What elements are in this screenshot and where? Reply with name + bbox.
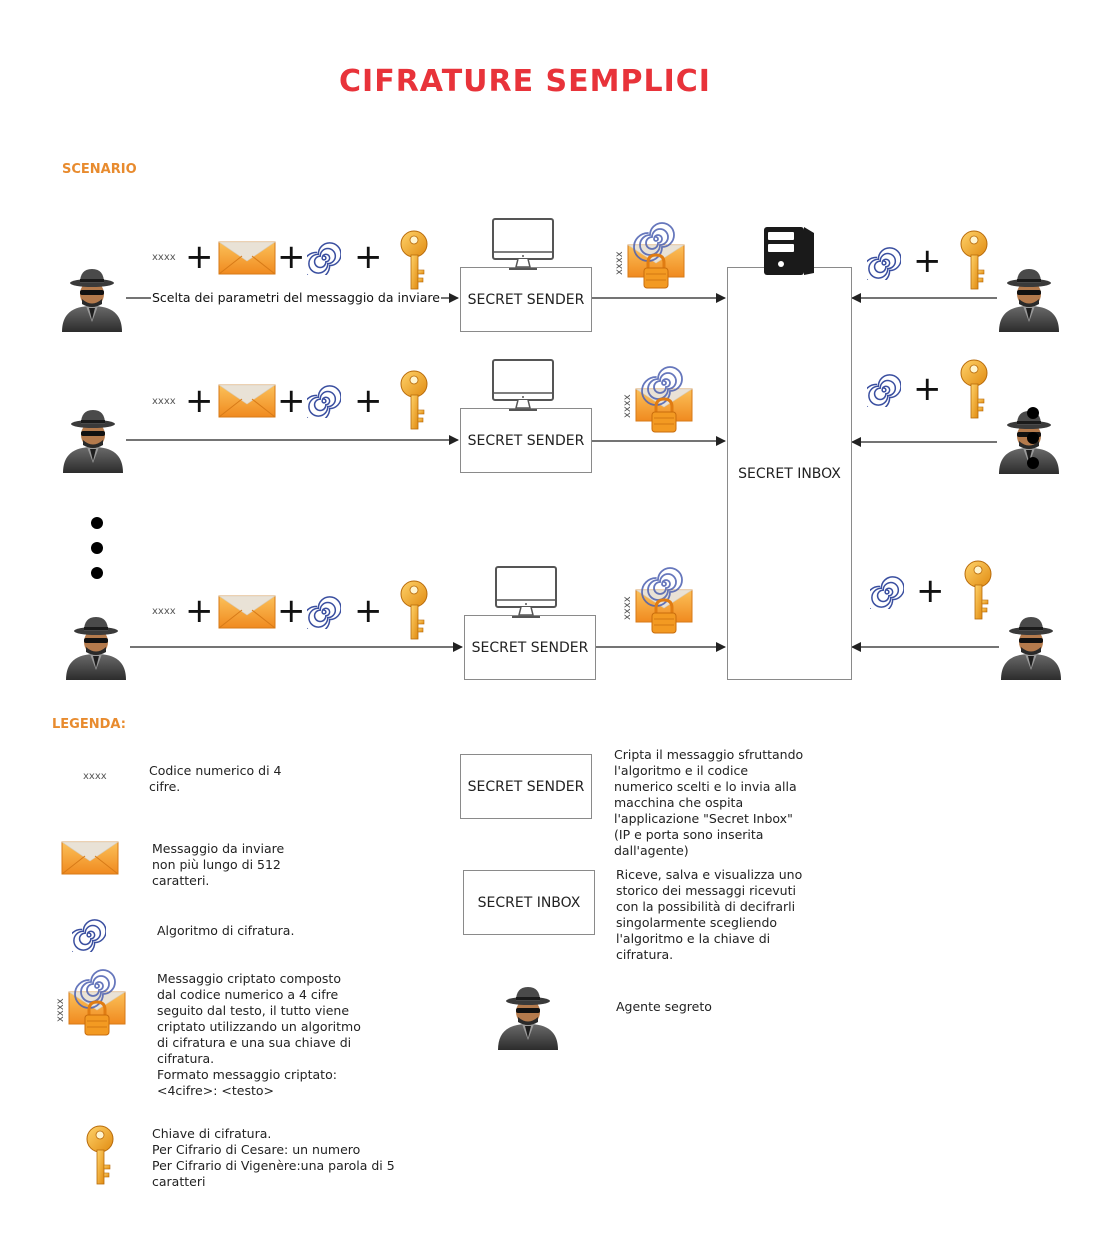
plus-sign: +	[277, 591, 306, 631]
code-label-vertical: xxxx	[622, 394, 633, 418]
secret-sender-box: SECRET SENDER	[464, 615, 596, 680]
ellipsis-dot	[91, 542, 103, 554]
plus-sign: +	[185, 381, 214, 421]
secret-sender-box: SECRET SENDER	[460, 408, 592, 473]
legend-sender-box: SECRET SENDER	[460, 754, 592, 819]
legend-encrypted-text: Messaggio criptato composto dal codice nu…	[157, 971, 361, 1098]
spy-agent-icon	[997, 266, 1061, 332]
spiral-algorithm-icon	[867, 373, 901, 407]
arrow-label: Scelta dei parametri del messaggio da in…	[151, 290, 441, 305]
plus-sign: +	[277, 381, 306, 421]
sender-label: SECRET SENDER	[467, 778, 585, 795]
ellipsis-dot	[91, 567, 103, 579]
ellipsis-dot	[1027, 432, 1039, 444]
legend-key-icon	[84, 1125, 116, 1187]
plus-sign: +	[185, 237, 214, 277]
page-title: CIFRATURE SEMPLICI	[339, 64, 711, 99]
code-label: xxxx	[152, 606, 176, 617]
plus-sign: +	[913, 369, 942, 409]
legend-inbox-text: Riceve, salva e visualizza uno storico de…	[616, 867, 803, 962]
code-label-vertical: xxxx	[614, 251, 625, 275]
code-label-vertical: xxxx	[622, 596, 633, 620]
envelope-icon	[218, 384, 276, 418]
plus-sign: +	[277, 237, 306, 277]
plus-sign: +	[354, 591, 383, 631]
legend-agent-text: Agente segreto	[616, 999, 712, 1014]
encrypted-message-icon	[626, 221, 686, 291]
legend-label: LEGENDA:	[52, 717, 126, 732]
spy-agent-icon	[999, 614, 1063, 680]
spiral-algorithm-icon	[307, 595, 341, 629]
ellipsis-dot	[91, 517, 103, 529]
legend-encrypted-code: xxxx	[55, 998, 66, 1022]
secret-inbox-box: SECRET INBOX	[727, 267, 852, 680]
key-icon	[398, 580, 430, 642]
legend-sender-text: Cripta il messaggio sfruttando l'algoritm…	[614, 747, 804, 858]
sender-label: SECRET SENDER	[467, 432, 585, 449]
envelope-icon	[218, 241, 276, 275]
secret-sender-box: SECRET SENDER	[460, 267, 592, 332]
legend-code-label: xxxx	[83, 771, 107, 782]
legend-inbox-box: SECRET INBOX	[463, 870, 595, 935]
plus-sign: +	[913, 241, 942, 281]
plus-sign: +	[354, 237, 383, 277]
key-icon	[398, 370, 430, 432]
legend-encrypted-icon	[67, 968, 127, 1038]
spy-agent-icon	[61, 407, 125, 473]
legend-spiral-text: Algoritmo di cifratura.	[157, 923, 295, 938]
legend-code-text: Codice numerico di 4 cifre.	[149, 763, 282, 794]
monitor-icon	[491, 358, 555, 414]
spiral-algorithm-icon	[867, 246, 901, 280]
sender-label: SECRET SENDER	[471, 639, 589, 656]
legend-envelope-icon	[61, 841, 119, 875]
monitor-icon	[494, 565, 558, 621]
key-icon	[398, 230, 430, 292]
plus-sign: +	[185, 591, 214, 631]
code-label: xxxx	[152, 252, 176, 263]
envelope-icon	[218, 595, 276, 629]
spiral-algorithm-icon	[307, 384, 341, 418]
spy-agent-icon	[60, 266, 124, 332]
key-icon	[962, 560, 994, 622]
spy-agent-icon	[64, 614, 128, 680]
encrypted-message-icon	[634, 566, 694, 636]
spiral-algorithm-icon	[870, 575, 904, 609]
sender-label: SECRET SENDER	[467, 291, 585, 308]
legend-envelope-text: Messaggio da inviare non più lungo di 512…	[152, 841, 285, 888]
key-icon	[958, 359, 990, 421]
ellipsis-dot	[1027, 457, 1039, 469]
monitor-icon	[491, 217, 555, 273]
code-label: xxxx	[152, 396, 176, 407]
inbox-label: SECRET INBOX	[738, 465, 841, 482]
ellipsis-dot	[1027, 407, 1039, 419]
plus-sign: +	[916, 571, 945, 611]
inbox-label: SECRET INBOX	[477, 894, 581, 911]
scenario-label: SCENARIO	[62, 162, 137, 177]
key-icon	[958, 230, 990, 292]
legend-agent-icon	[496, 984, 560, 1050]
plus-sign: +	[354, 381, 383, 421]
spiral-algorithm-icon	[307, 241, 341, 275]
encrypted-message-icon	[634, 365, 694, 435]
server-icon	[760, 223, 816, 277]
legend-spiral-icon	[72, 918, 106, 952]
legend-key-text: Chiave di cifratura. Per Cifrario di Cesa…	[152, 1126, 395, 1189]
